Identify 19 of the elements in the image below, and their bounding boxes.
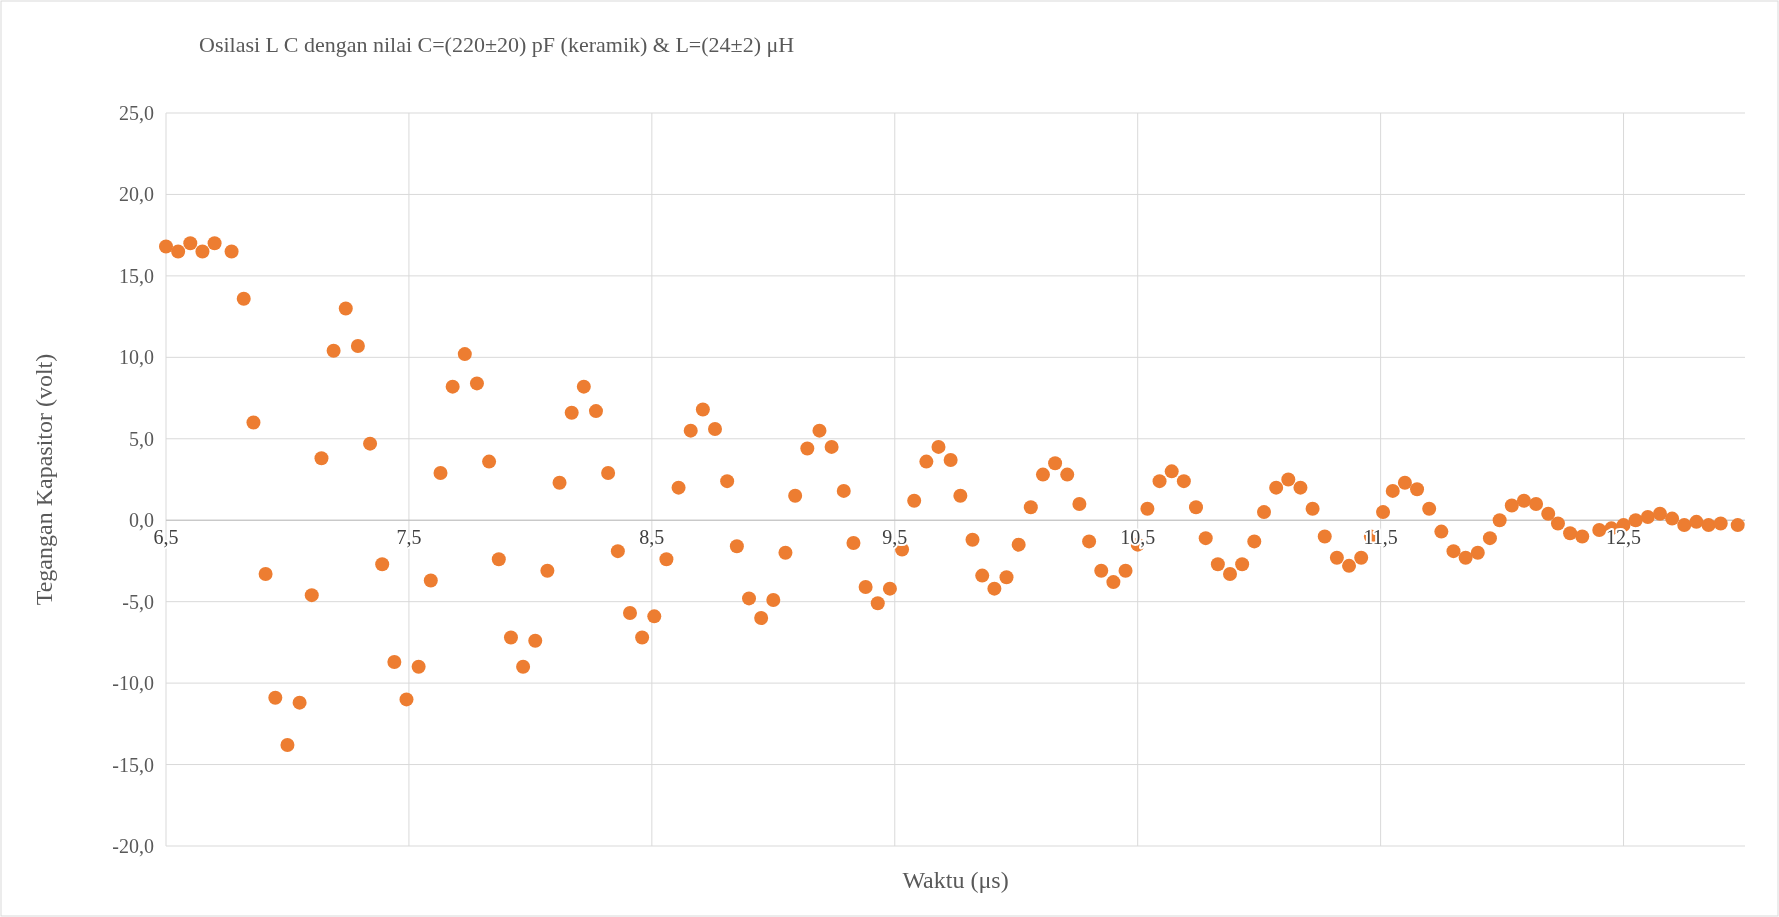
y-tick-label: -20,0 (112, 835, 154, 857)
x-tick-label: 9,5 (882, 526, 908, 549)
y-tick-label: 15,0 (119, 264, 154, 287)
y-tick-label: -15,0 (112, 753, 154, 776)
chart-title: Osilasi L C dengan nilai C=(220±20) pF (keramik) & L=(24±2) μH (199, 32, 795, 57)
x-tick-label: 7,5 (396, 526, 422, 549)
y-tick-label: -10,0 (112, 672, 154, 695)
y-tick-label: 10,0 (119, 346, 154, 369)
y-tick-label: -5,0 (122, 590, 154, 613)
y-tick-label: 5,0 (129, 427, 154, 450)
y-tick-label: 25,0 (119, 102, 154, 124)
y-axis-title: Tegangan Kapasitor (volt) (31, 353, 57, 606)
y-tick-label: 0,0 (129, 509, 154, 532)
x-tick-label: 10,5 (1120, 526, 1156, 549)
x-axis-title: Waktu (μs) (902, 867, 1009, 893)
x-tick-label: 6,5 (153, 526, 179, 549)
y-tick-label: 20,0 (119, 183, 154, 206)
x-tick-label: 12,5 (1606, 526, 1642, 549)
x-tick-label: 8,5 (639, 526, 665, 549)
